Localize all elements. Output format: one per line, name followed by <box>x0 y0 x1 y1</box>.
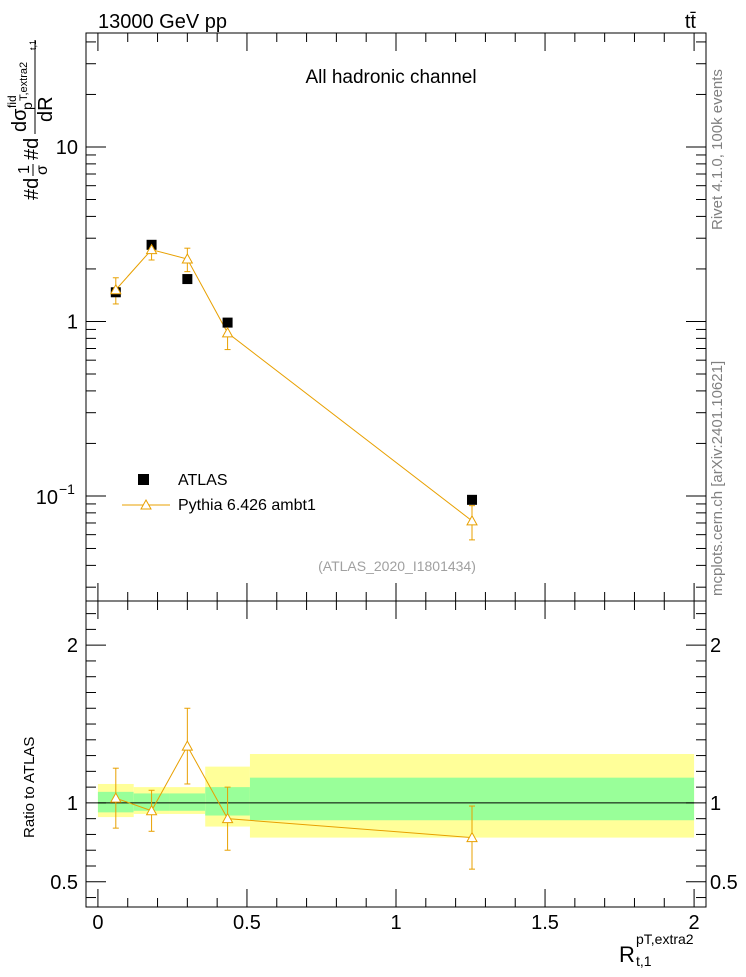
svg-text:p: p <box>19 102 35 110</box>
svg-text:dσ: dσ <box>9 108 31 132</box>
analysis-annotation: (ATLAS_2020_I1801434) <box>318 558 476 574</box>
legend-pythia-label: Pythia 6.426 ambt1 <box>178 497 316 514</box>
ratio-pythia-point <box>109 792 122 803</box>
x-tick-label: 0 <box>92 912 103 934</box>
svg-text:t,1: t,1 <box>28 40 38 50</box>
svg-text:dR: dR <box>35 96 57 122</box>
x-axis-label: R pT,extra2 t,1 <box>619 931 694 969</box>
main-plot-frame <box>85 32 707 602</box>
atlas-point <box>222 317 233 328</box>
y-tick-label-exponent: −1 <box>59 481 75 497</box>
pythia-line <box>115 249 473 522</box>
rivet-label: Rivet 4.1.0, 100k events <box>709 69 726 230</box>
ratio-pythia-point <box>145 804 158 816</box>
ratio-y-tick-label: 2 <box>67 635 78 657</box>
ratio-band-inner <box>169 793 206 811</box>
y-tick-label: 1 <box>67 311 78 333</box>
x-tick-label: 0.5 <box>233 912 261 934</box>
ratio-y-tick-label: 1 <box>67 793 78 815</box>
legend-pythia-marker <box>140 498 152 510</box>
ratio-y-label: Ratio to ATLAS <box>21 737 38 838</box>
legend-atlas-marker <box>138 474 149 485</box>
x-tick-label: 1.5 <box>531 912 559 934</box>
ratio-series <box>109 707 478 870</box>
atlas-point <box>182 274 193 285</box>
ratio-y-tick-label-right: 0.5 <box>710 872 738 894</box>
svg-text:fid: fid <box>5 95 19 108</box>
mcplots-label: mcplots.cern.ch [arXiv:2401.10621] <box>709 361 726 596</box>
ratio-y-tick-label: 0.5 <box>50 872 78 894</box>
ratio-y-ticks: 0.5 0.5 1 1 2 2 <box>50 613 738 899</box>
ratio-y-tick-label-right: 1 <box>710 793 721 815</box>
x-tick-label: 2 <box>689 912 700 934</box>
ratio-pythia-point <box>221 812 234 824</box>
ratio-pythia-point <box>466 831 478 843</box>
ratio-x-ticks: 0 0.5 1 1.5 2 <box>92 601 700 934</box>
svg-text:#d: #d <box>21 138 43 160</box>
svg-text:t,1: t,1 <box>636 953 652 969</box>
svg-text:σ: σ <box>34 165 51 175</box>
pythia-point <box>109 283 122 295</box>
energy-label: 13000 GeV pp <box>98 11 227 33</box>
legend: ATLAS Pythia 6.426 ambt1 <box>122 472 316 514</box>
svg-text:#d: #d <box>21 178 43 200</box>
chart-title: All hadronic channel <box>305 67 476 88</box>
process-label: tt̄ <box>685 11 697 33</box>
main-series <box>109 239 478 541</box>
y-tick-label: 10 <box>56 137 78 159</box>
y-tick-label: 10 <box>36 487 58 509</box>
pythia-point <box>221 326 234 338</box>
main-x-ticks <box>97 33 695 601</box>
pythia-point <box>466 514 478 526</box>
svg-text:pT,extra2: pT,extra2 <box>636 931 694 947</box>
svg-text:1: 1 <box>16 165 33 174</box>
ratio-y-tick-label-right: 2 <box>710 635 721 657</box>
pythia-point <box>145 243 158 255</box>
legend-atlas-label: ATLAS <box>178 472 228 489</box>
x-tick-label: 1 <box>390 912 401 934</box>
svg-text:R: R <box>619 942 635 967</box>
svg-text:T,extra2: T,extra2 <box>18 62 30 101</box>
y-axis-label-upper: #d 1 σ #d dσ fid p T,extra2 t,1 dR <box>5 40 57 200</box>
ratio-pythia-point <box>181 740 194 751</box>
atlas-point <box>467 494 478 505</box>
pythia-point <box>181 252 194 264</box>
